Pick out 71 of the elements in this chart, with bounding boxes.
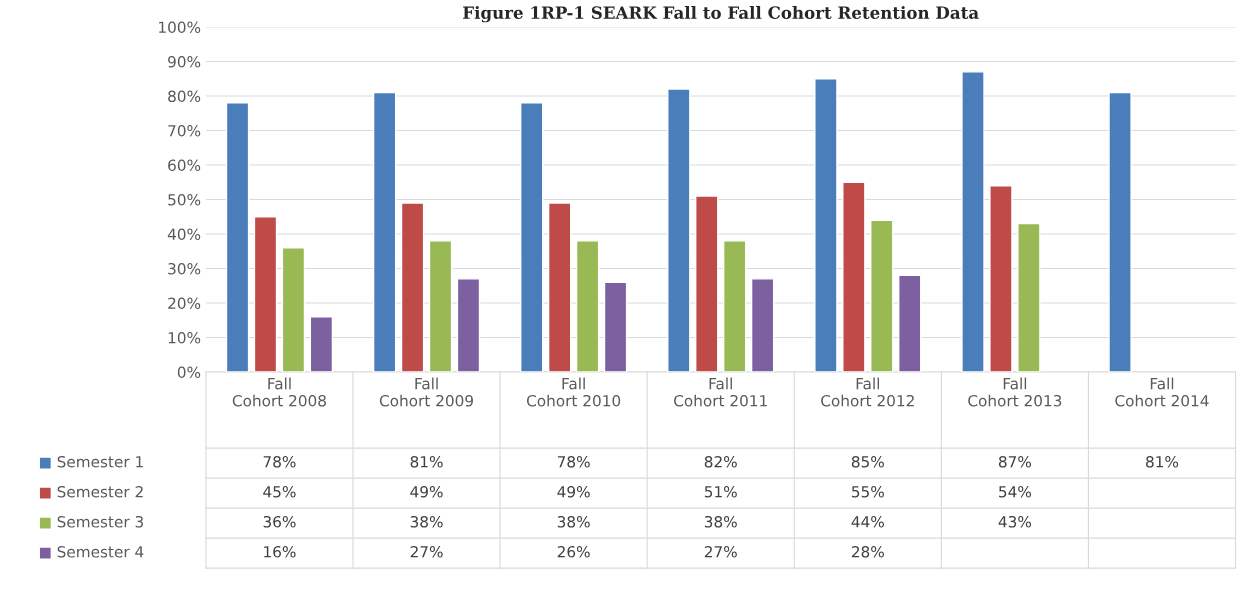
x-tick-label: Fall Cohort 2009: [379, 377, 473, 407]
legend-label: Semester 4: [57, 546, 144, 558]
x-tick-label: Fall Cohort 2008: [232, 377, 326, 407]
y-tick-label: 80%: [168, 90, 201, 103]
legend-label: Semester 1: [57, 455, 143, 468]
data-label: 51%: [704, 485, 737, 498]
data-label: 49%: [410, 485, 443, 498]
data-label: 26%: [557, 546, 590, 558]
y-tick-label: 50%: [168, 193, 201, 206]
bar: [253, 216, 278, 372]
data-label: 36%: [263, 515, 296, 528]
y-tick-label: 60%: [168, 159, 201, 172]
bar: [428, 240, 453, 372]
bar: [897, 274, 922, 372]
y-tick-label: 0%: [177, 366, 201, 379]
data-label: 44%: [851, 515, 884, 528]
bar: [456, 278, 481, 372]
data-label: 49%: [557, 485, 590, 498]
bar: [814, 78, 838, 372]
x-tick-label: Fall Cohort 2014: [1115, 377, 1209, 407]
bar: [1108, 91, 1132, 372]
data-label: 81%: [1146, 455, 1179, 468]
bar: [695, 195, 719, 372]
x-tick-label: Fall Cohort 2010: [526, 377, 621, 407]
bar: [309, 316, 334, 372]
bar: [722, 240, 747, 372]
bar: [961, 71, 985, 372]
data-label: 82%: [704, 455, 737, 468]
x-tick-label: Fall Cohort 2013: [968, 377, 1062, 407]
bar: [400, 202, 425, 372]
bar: [842, 181, 866, 372]
x-tick-label: Fall Cohort 2012: [821, 377, 914, 407]
data-label: 87%: [998, 455, 1032, 468]
data-label: 28%: [851, 546, 884, 558]
bar: [1017, 222, 1041, 372]
bar: [519, 102, 544, 372]
data-label: 27%: [704, 546, 737, 558]
bar: [989, 185, 1013, 372]
data-label: 43%: [998, 515, 1032, 528]
bar: [547, 202, 572, 372]
bar: [281, 247, 306, 372]
y-tick-label: 30%: [168, 262, 201, 275]
data-label: 78%: [557, 455, 590, 468]
data-label: 38%: [704, 515, 737, 528]
y-tick-label: 40%: [167, 228, 201, 241]
bar: [575, 240, 600, 372]
bar: [372, 91, 397, 372]
bar: [750, 278, 775, 372]
data-label: 27%: [410, 546, 443, 558]
y-tick-label: 10%: [168, 331, 201, 344]
data-label: 54%: [999, 485, 1032, 498]
y-tick-label: 20%: [168, 297, 201, 310]
y-tick-label: 100%: [159, 21, 201, 34]
legend-label: Semester 3: [57, 515, 143, 528]
bar: [667, 88, 691, 372]
y-tick-label: 90%: [168, 55, 201, 68]
chart-title: Figure 1RP-1 SEARK Fall to Fall Cohort Retention Data: [463, 6, 979, 23]
data-label: 38%: [557, 515, 590, 528]
data-label: 38%: [410, 515, 443, 528]
data-label: 45%: [263, 485, 296, 498]
bar: [870, 219, 894, 372]
data-label: 81%: [410, 455, 443, 468]
data-label: 16%: [264, 546, 296, 558]
data-label: 78%: [263, 455, 296, 468]
legend-label: Semester 2: [57, 485, 143, 498]
x-tick-label: Fall Cohort 2011: [674, 377, 767, 407]
y-tick-label: 70%: [168, 124, 201, 137]
data-label: 55%: [852, 485, 884, 498]
data-label: 85%: [851, 455, 884, 468]
bar: [225, 102, 250, 372]
bar: [603, 281, 628, 372]
